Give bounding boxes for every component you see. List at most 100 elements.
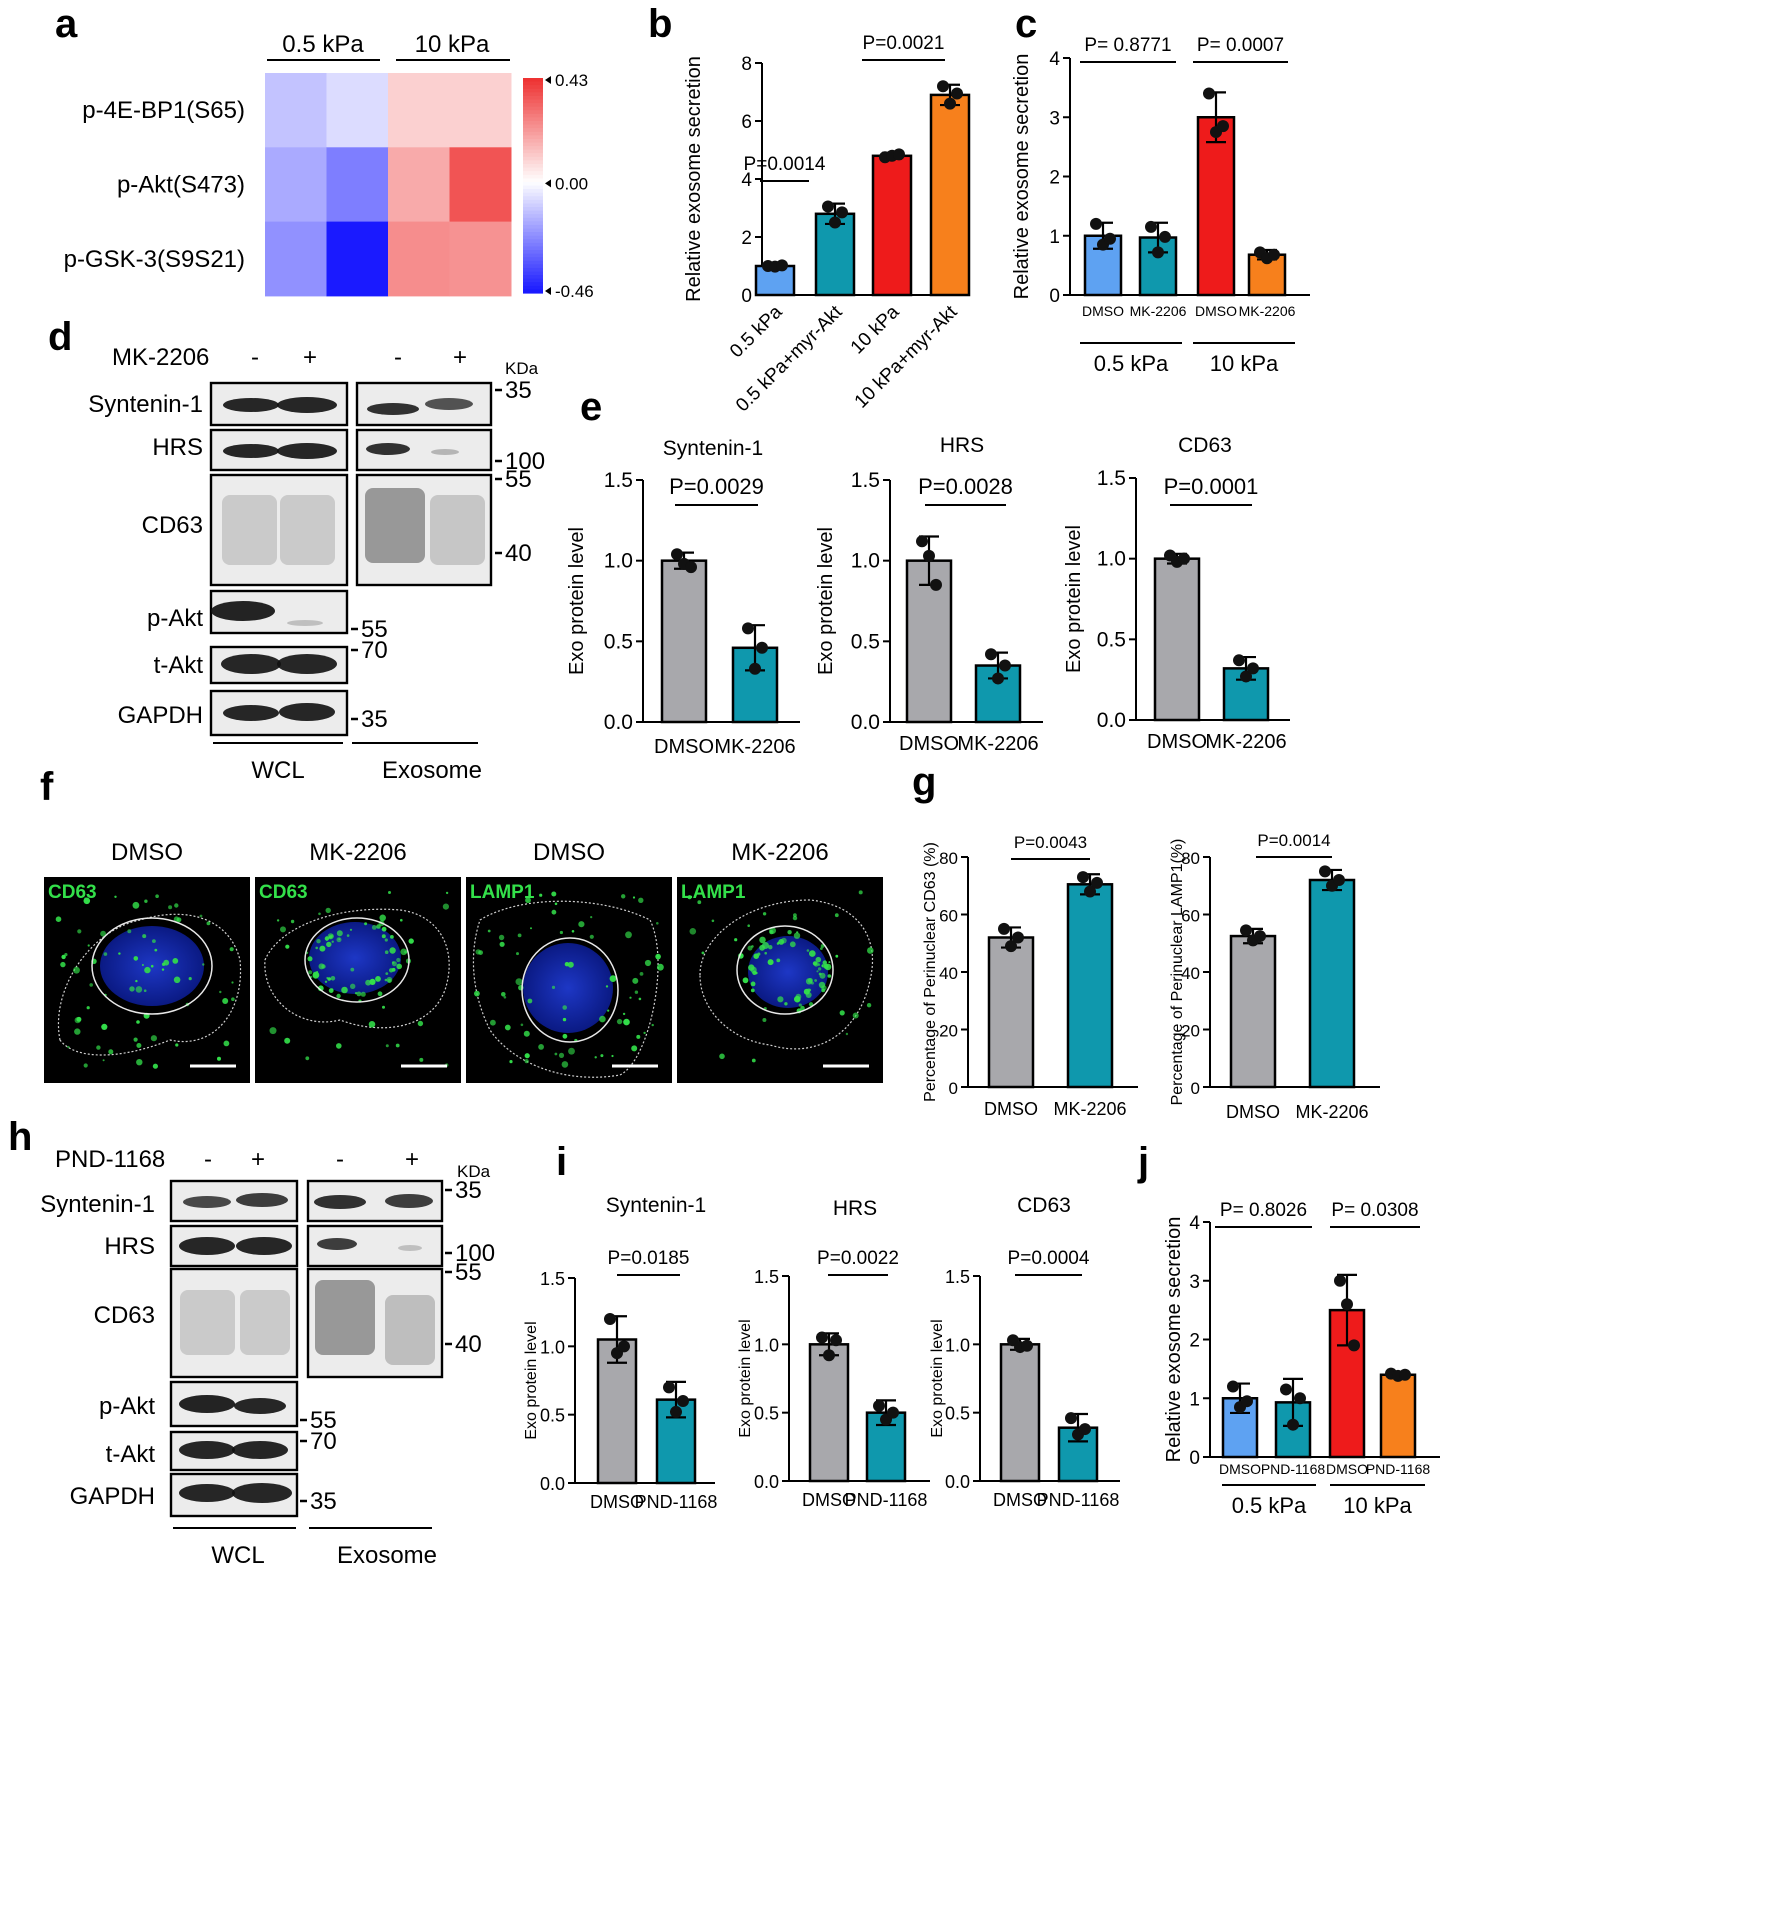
marker-label: 40 (455, 1331, 482, 1358)
micrograph-title: MK-2206 (309, 839, 406, 866)
colorscale-step (523, 246, 543, 251)
colorscale-step (523, 156, 543, 162)
x-tick-label: PND-1168 (1037, 1490, 1120, 1510)
fluorescent-punctum (643, 1031, 646, 1035)
data-point (992, 672, 1004, 685)
fluorescent-punctum (133, 956, 139, 961)
data-point (836, 206, 848, 219)
blot-smear (280, 495, 335, 565)
colorscale-step (523, 153, 543, 158)
protein-label: HRS (152, 434, 203, 461)
heatmap-cell (265, 73, 327, 148)
x-tick-label: MK-2206 (714, 736, 795, 758)
protein-label: Syntenin-1 (40, 1191, 155, 1218)
fluorescent-punctum (839, 1010, 845, 1016)
colorscale-step (523, 221, 543, 226)
fluorescent-punctum (385, 1044, 389, 1048)
panel-label-a: a (55, 2, 78, 46)
fluorescent-punctum (625, 931, 632, 939)
colorscale-step (523, 228, 543, 233)
colorscale-step (523, 196, 543, 201)
perinuclear-ring (521, 937, 619, 1043)
fluorescent-punctum (188, 977, 192, 981)
fluorescent-punctum (100, 930, 106, 937)
p-value-label: P=0.0028 (918, 474, 1013, 499)
bar (1196, 116, 1236, 297)
data-point (1280, 1383, 1292, 1396)
colorscale-step (523, 282, 543, 287)
blot-band (385, 1194, 433, 1208)
fluorescent-punctum (845, 1032, 849, 1036)
fluorescent-punctum (388, 891, 391, 894)
fluorescent-punctum (821, 985, 827, 991)
fluorescent-punctum (814, 979, 817, 982)
fluorescent-punctum (133, 1037, 138, 1042)
fluorescent-punctum (141, 964, 144, 966)
protein-label: Syntenin-1 (88, 391, 203, 418)
panel-label-e: e (580, 385, 602, 429)
chart-e3: 0.0 0.5 1.0 1.5 Exo protein level DMSOMK-2206… (1063, 434, 1290, 753)
colorscale-step (523, 289, 543, 294)
protein-label: t-Akt (106, 1441, 156, 1468)
fluorescent-punctum (752, 970, 757, 975)
fluorescent-punctum (396, 957, 401, 963)
fluorescent-punctum (219, 990, 222, 994)
data-point (830, 1334, 842, 1347)
fluorescent-punctum (638, 997, 642, 1001)
colorscale-step (523, 257, 543, 262)
cell-outline (264, 908, 450, 1029)
protein-label: HRS (104, 1233, 155, 1260)
colorscale-step (523, 199, 543, 205)
fluorescent-punctum (168, 905, 173, 910)
fluorescent-punctum (284, 1037, 291, 1044)
colorscale-step (523, 174, 543, 179)
data-point (1334, 1274, 1346, 1287)
fluorescent-punctum (867, 947, 874, 954)
colorscale-step (523, 239, 543, 244)
fluorescent-punctum (217, 1056, 221, 1061)
fluorescent-punctum (174, 903, 179, 908)
y-tick-label: 1.0 (540, 1337, 565, 1357)
colorscale-step (523, 78, 543, 83)
x-tick-label: PND-1168 (1366, 1461, 1431, 1477)
bar (905, 559, 953, 724)
fluorescent-punctum (764, 951, 767, 955)
fluorescent-punctum (336, 930, 343, 937)
panel-labels: a b c d e f g h i j (8, 2, 1149, 1184)
blot-box (169, 1267, 299, 1379)
fluorescent-punctum (330, 934, 334, 938)
fluorescent-punctum (87, 944, 90, 947)
heatmap-group-label: 10 kPa (415, 31, 490, 58)
fluorescent-punctum (222, 998, 229, 1004)
fluorescent-punctum (757, 952, 761, 956)
y-tick-label: 0 (741, 286, 752, 307)
fluorescent-punctum (175, 1043, 179, 1047)
data-point (1341, 1298, 1353, 1311)
fluorescent-punctum (657, 963, 664, 971)
fluorescent-punctum (77, 929, 82, 934)
fluorescent-punctum (807, 978, 813, 983)
y-tick-label: 0.5 (945, 1404, 970, 1424)
blot-band (223, 705, 279, 721)
micrograph-panel: CD63 DMSO (44, 839, 250, 1083)
fluorescent-punctum (161, 968, 165, 971)
fluorescent-punctum (711, 919, 715, 923)
colorscale-step (523, 124, 543, 129)
perinuclear-ring (736, 925, 834, 1015)
y-tick-label: 1.5 (1097, 467, 1126, 490)
fluorescent-punctum (83, 1063, 88, 1068)
data-point (1348, 1339, 1360, 1352)
fluorescent-punctum (571, 930, 575, 933)
colorscale-step (523, 135, 543, 140)
y-tick-label: 1.5 (945, 1267, 970, 1287)
fluorescent-punctum (824, 963, 832, 971)
chart-i1: 0.0 0.5 1.0 1.5 Exo protein level DMSOPND-116… (523, 1194, 717, 1512)
panel-a-heatmap: p-4E-BP1(S65) p-Akt(S473) p-GSK-3(S9S21) 0.… (64, 31, 594, 301)
panel-label-g: g (912, 760, 936, 804)
fluorescent-punctum (562, 1033, 568, 1039)
panel-h-western-blot: PND-1168 - + - + KDa Syntenin-1 HRS CD63 p-Akt t-A… (40, 1146, 495, 1569)
heatmap-cell (265, 147, 327, 223)
fluorescent-punctum (734, 938, 738, 942)
fluorescent-punctum (67, 1045, 70, 1049)
chart-title: CD63 (1178, 434, 1232, 457)
